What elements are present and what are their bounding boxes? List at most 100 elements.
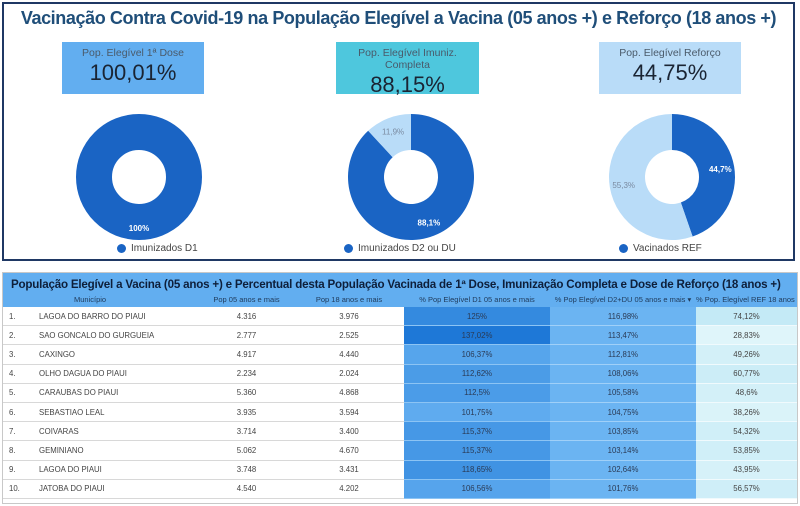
pct-d1-cell: 125% [404, 307, 550, 327]
donut-chart-d1[interactable]: 100% [74, 112, 204, 242]
pct-d2-cell: 102,64% [550, 460, 696, 480]
kpi-value: 44,75% [632, 60, 708, 85]
legend-dot-icon [619, 244, 628, 253]
row-index: 5. [3, 383, 39, 403]
donut-chart-d2[interactable]: 88,1% 11,9% [346, 112, 476, 242]
pop-05-cell: 5.360 [199, 383, 294, 403]
table-row[interactable]: 3. CAXINGO 4.917 4.440 106,37% 112,81% 49,26% [3, 344, 797, 365]
municipio-cell: GEMINIANO [39, 440, 199, 461]
kpi-label: Pop. Elegível Reforço [619, 47, 721, 59]
legend-dot-icon [344, 244, 353, 253]
row-index: 3. [3, 344, 39, 365]
donut-slice[interactable] [672, 114, 735, 237]
row-index: 7. [3, 421, 39, 442]
page-title: Vacinação Contra Covid-19 na População E… [20, 8, 777, 28]
col-pct-ref[interactable]: % Pop. Elegível REF 18 anos e mais [696, 291, 797, 307]
pct-ref-cell: 74,12% [696, 307, 797, 327]
table-row[interactable]: 9. LAGOA DO PIAUI 3.748 3.431 118,65% 102,64%… [3, 460, 797, 480]
kpi-complete-immunization: Pop. Elegível Imuniz. Completa 88,15% [336, 42, 479, 97]
slice-label: 88,1% [418, 219, 441, 228]
table-row[interactable]: 10. JATOBA DO PIAUI 4.540 4.202 106,56% 101,7… [3, 479, 797, 499]
kpi-value: 100,01% [89, 60, 177, 85]
donut-chart-ref[interactable]: 44,7% 55,3% [607, 112, 737, 242]
legend-ref[interactable]: Vacinados REF [619, 243, 702, 254]
donut-slice[interactable] [348, 114, 474, 240]
table-row[interactable]: 8. GEMINIANO 5.062 4.670 115,37% 103,14% 53,85… [3, 440, 797, 461]
municipio-cell: LAGOA DO PIAUI [39, 460, 199, 480]
pop-18-cell: 2.525 [294, 325, 404, 346]
summary-panel: Vacinação Contra Covid-19 na População E… [2, 2, 795, 261]
legend-d2[interactable]: Imunizados D2 ou DU [344, 243, 456, 254]
row-index: 10. [3, 479, 39, 499]
municipio-cell: SEBASTIAO LEAL [39, 402, 199, 423]
pop-05-cell: 2.777 [199, 325, 294, 346]
legend-label: Imunizados D2 ou DU [358, 243, 456, 254]
kpi-booster: Pop. Elegível Reforço 44,75% [599, 42, 741, 94]
pct-d2-cell: 105,58% [550, 383, 696, 403]
pop-18-cell: 3.400 [294, 421, 404, 442]
table-row[interactable]: 2. SAO GONCALO DO GURGUEIA 2.777 2.525 137,0… [3, 325, 797, 346]
col-pct-d2[interactable]: % Pop Elegível D2+DU 05 anos e mais ▾ [550, 291, 696, 307]
row-index: 8. [3, 440, 39, 461]
pct-d1-cell: 137,02% [404, 325, 550, 346]
pct-d1-cell: 115,37% [404, 440, 550, 461]
donut-slice[interactable] [368, 114, 411, 158]
table-row[interactable]: 5. CARAUBAS DO PIAUI 5.360 4.868 112,5% 105,5… [3, 383, 797, 403]
pct-ref-cell: 56,57% [696, 479, 797, 499]
kpi-label: Pop. Elegível 1ª Dose [82, 47, 184, 59]
legend-d1[interactable]: Imunizados D1 [117, 243, 198, 254]
pop-18-cell: 4.670 [294, 440, 404, 461]
slice-label: 55,3% [612, 181, 635, 190]
pct-d1-cell: 106,37% [404, 344, 550, 365]
slice-label: 100% [129, 224, 149, 233]
pct-d1-cell: 106,56% [404, 479, 550, 499]
row-index: 2. [3, 325, 39, 346]
donut-slice[interactable] [609, 114, 693, 240]
pct-d2-cell: 103,14% [550, 440, 696, 461]
pop-18-cell: 4.868 [294, 383, 404, 403]
pct-d2-cell: 101,76% [550, 479, 696, 499]
pct-ref-cell: 48,6% [696, 383, 797, 403]
pop-18-cell: 4.202 [294, 479, 404, 499]
col-index [3, 291, 39, 307]
row-index: 1. [3, 307, 39, 327]
pop-05-cell: 4.316 [199, 307, 294, 327]
col-pop-18[interactable]: Pop 18 anos e mais [294, 291, 404, 307]
row-index: 6. [3, 402, 39, 423]
pop-18-cell: 2.024 [294, 364, 404, 384]
table-row[interactable]: 6. SEBASTIAO LEAL 3.935 3.594 101,75% 104,75%… [3, 402, 797, 423]
pct-ref-cell: 53,85% [696, 440, 797, 461]
pct-d1-cell: 101,75% [404, 402, 550, 423]
pct-d2-cell: 103,85% [550, 421, 696, 442]
pct-ref-cell: 43,95% [696, 460, 797, 480]
kpi-value: 88,15% [370, 72, 445, 97]
table-row[interactable]: 1. LAGOA DO BARRO DO PIAUI 4.316 3.976 125% 1… [3, 307, 797, 327]
pop-05-cell: 5.062 [199, 440, 294, 461]
municipio-cell: CAXINGO [39, 344, 199, 365]
legend-dot-icon [117, 244, 126, 253]
pop-18-cell: 3.594 [294, 402, 404, 423]
pop-05-cell: 4.540 [199, 479, 294, 499]
donut-slice[interactable] [76, 114, 202, 240]
municipio-cell: CARAUBAS DO PIAUI [39, 383, 199, 403]
municipio-cell: SAO GONCALO DO GURGUEIA [39, 325, 199, 346]
pop-05-cell: 3.935 [199, 402, 294, 423]
municipio-cell: COIVARAS [39, 421, 199, 442]
pct-d1-cell: 112,62% [404, 364, 550, 384]
pct-d1-cell: 112,5% [404, 383, 550, 403]
col-pct-d1[interactable]: % Pop Elegível D1 05 anos e mais [404, 291, 550, 307]
col-municipio[interactable]: Município [39, 291, 199, 307]
pop-05-cell: 4.917 [199, 344, 294, 365]
municipality-table: População Elegível a Vacina (05 anos +) … [2, 272, 798, 504]
table-row[interactable]: 7. COIVARAS 3.714 3.400 115,37% 103,85% 54,32% [3, 421, 797, 442]
slice-label: 11,9% [382, 127, 404, 136]
table-title: População Elegível a Vacina (05 anos +) … [3, 273, 797, 291]
pct-d1-cell: 115,37% [404, 421, 550, 442]
col-pop-05[interactable]: Pop 05 anos e mais [199, 291, 294, 307]
pct-d2-cell: 116,98% [550, 307, 696, 327]
kpi-label: Pop. Elegível Imuniz. Completa [358, 47, 457, 71]
municipio-cell: OLHO DAGUA DO PIAUI [39, 364, 199, 384]
pct-ref-cell: 49,26% [696, 344, 797, 365]
table-row[interactable]: 4. OLHO DAGUA DO PIAUI 2.234 2.024 112,62% 10… [3, 364, 797, 384]
kpi-first-dose: Pop. Elegível 1ª Dose 100,01% [62, 42, 204, 94]
